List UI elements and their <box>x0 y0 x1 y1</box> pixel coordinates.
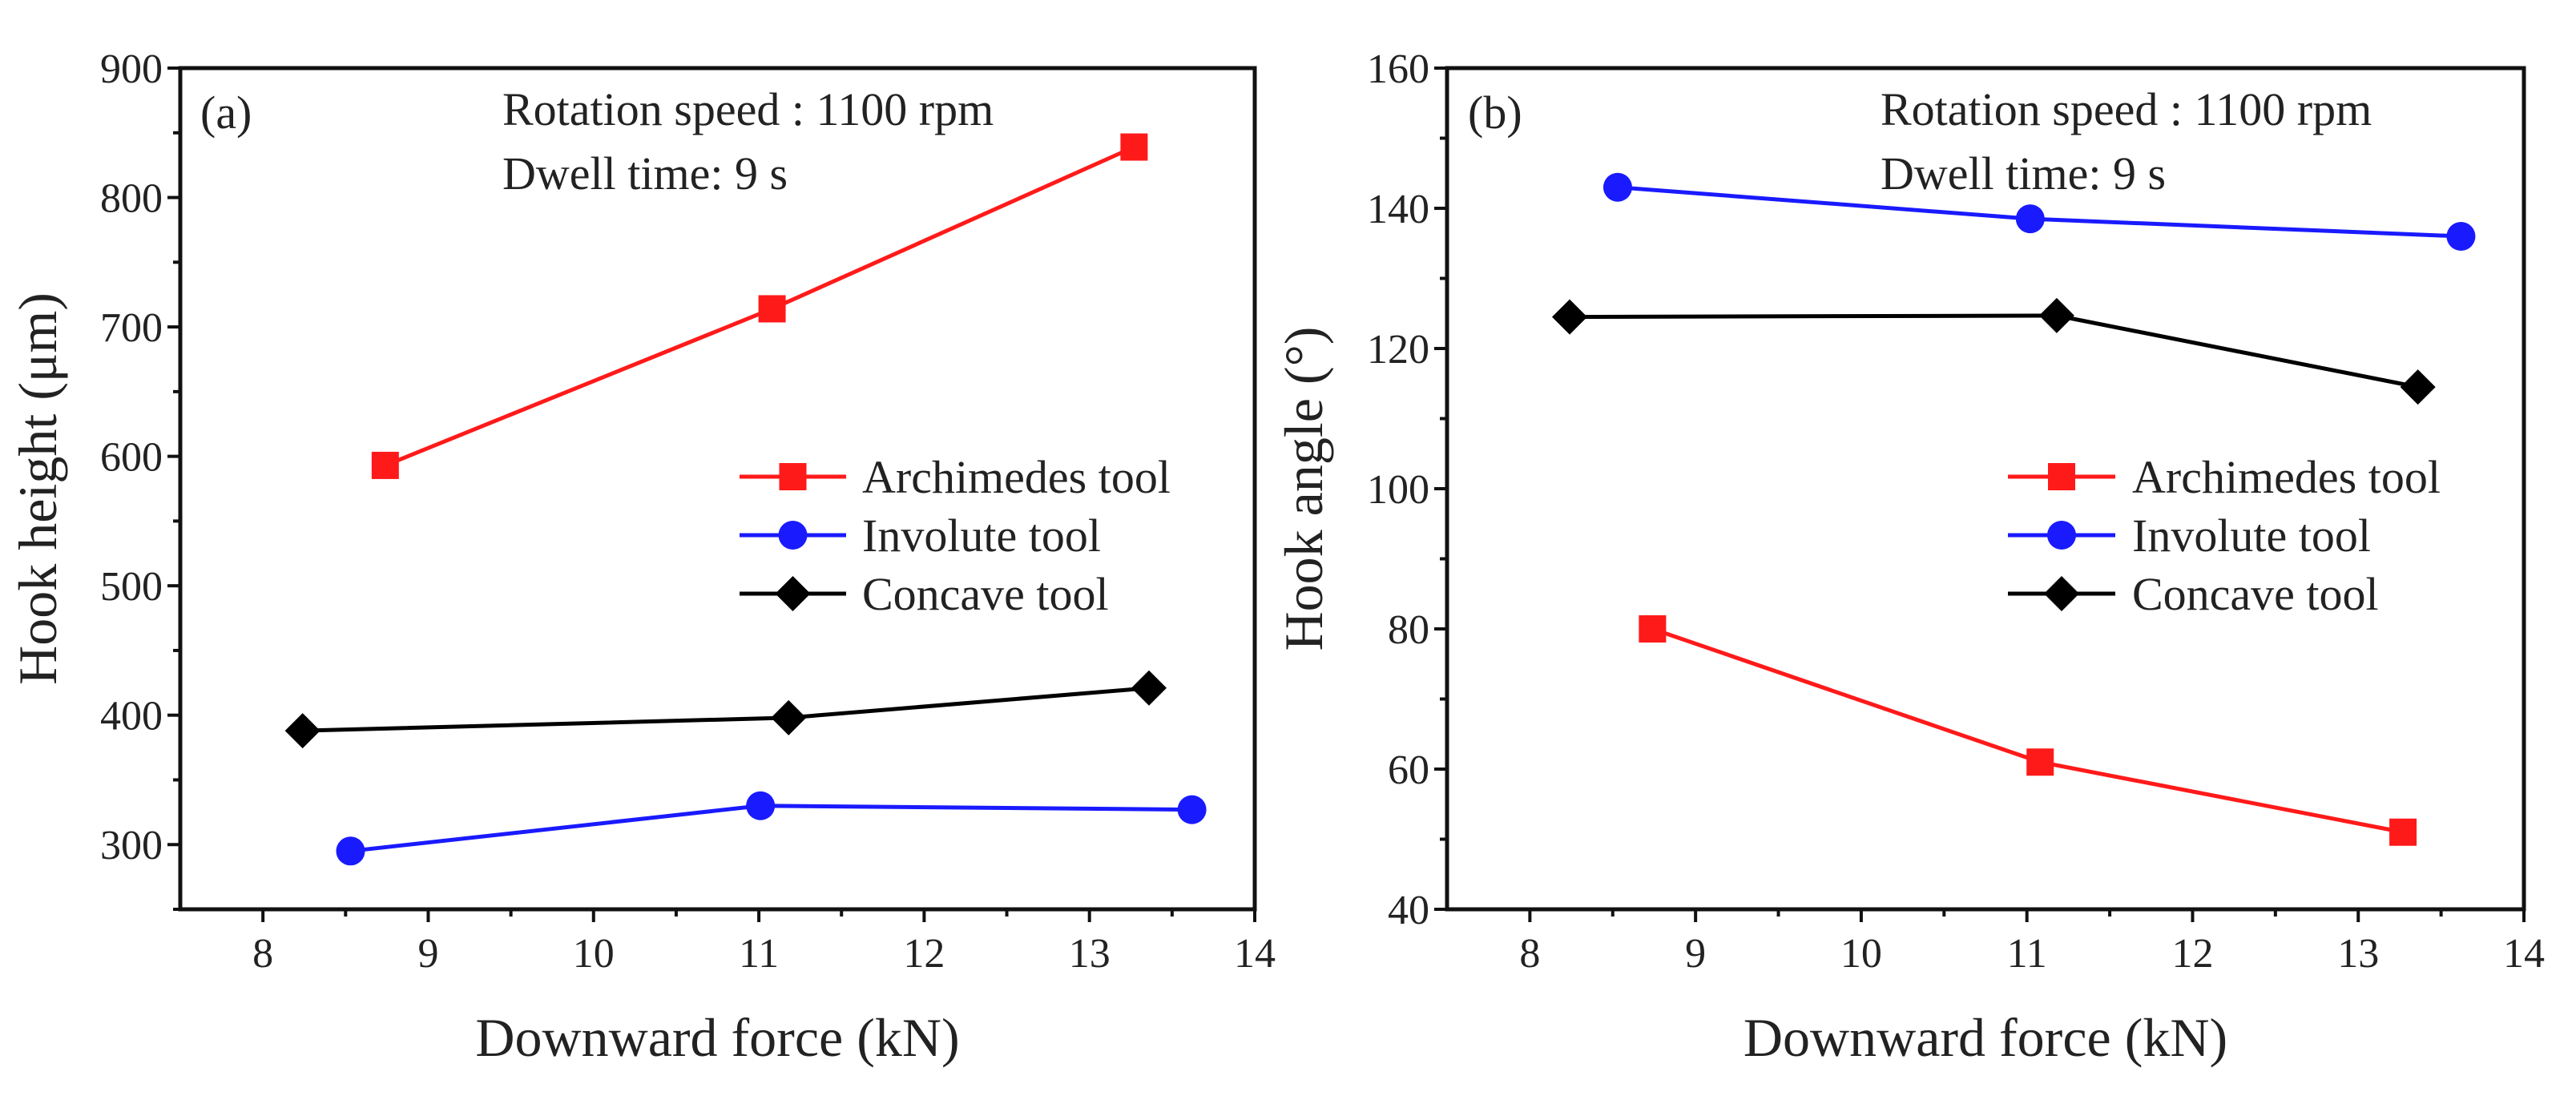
data-point <box>1177 795 1207 824</box>
legend-marker <box>2047 521 2076 550</box>
data-point <box>746 791 776 820</box>
data-point <box>2038 297 2074 333</box>
series-archimedes-tool <box>371 133 1148 479</box>
x-tick-label: 9 <box>417 931 438 977</box>
panel-label: (b) <box>1468 87 1522 139</box>
x-tick-label: 13 <box>2337 931 2379 977</box>
legend-marker <box>778 521 808 550</box>
data-point <box>758 295 786 323</box>
chart-panel-a: 8 9 10 11 12 13 14 300 400 500 600 700 800 900 Downwar… <box>7 46 1276 1068</box>
data-point <box>2026 748 2054 776</box>
data-point <box>284 713 320 749</box>
x-tick-label: 14 <box>2503 931 2545 977</box>
y-tick-label: 700 <box>100 305 163 351</box>
x-axis-label: Downward force (kN) <box>1744 1007 2227 1068</box>
series-line <box>1651 626 2404 835</box>
series-archimedes-tool <box>1639 615 2417 846</box>
x-tick-label: 14 <box>1234 931 1276 977</box>
legend-label: Archimedes tool <box>2132 451 2441 503</box>
y-axis-label: Hook angle (°) <box>1273 327 1334 651</box>
series-line <box>1570 313 2419 389</box>
y-tick-label: 800 <box>100 176 163 222</box>
data-point <box>1639 615 1667 643</box>
legend-marker <box>2048 463 2075 490</box>
y-tick-label: 60 <box>1388 747 1429 793</box>
series-line <box>302 686 1150 733</box>
data-point <box>2400 369 2436 405</box>
legend-label: Involute tool <box>2132 510 2371 562</box>
data-point <box>771 699 807 735</box>
series-concave-tool <box>284 670 1167 749</box>
condition-annotation: Dwell time: 9 s <box>1881 147 2166 199</box>
panel-label: (a) <box>200 87 252 139</box>
legend-label: Concave tool <box>2132 568 2379 620</box>
legend-label: Involute tool <box>862 510 1101 562</box>
x-tick-label: 9 <box>1685 931 1706 977</box>
data-point <box>2389 818 2417 846</box>
y-tick-label: 900 <box>100 46 163 92</box>
y-tick-label: 80 <box>1388 607 1429 653</box>
chart-panel-b: 8 9 10 11 12 13 14 40 60 80 100 120 140 160 Downward f… <box>1273 46 2545 1068</box>
y-tick-label: 600 <box>100 435 163 481</box>
y-tick-label: 120 <box>1367 327 1429 373</box>
x-tick-label: 12 <box>2171 931 2213 977</box>
data-point <box>1552 299 1588 335</box>
legend-label: Concave tool <box>862 568 1109 620</box>
x-tick-label: 12 <box>903 931 945 977</box>
x-axis-label: Downward force (kN) <box>475 1007 959 1068</box>
y-axis-label: Hook height (μm) <box>7 292 68 685</box>
x-tick-label: 10 <box>1840 931 1882 977</box>
y-tick-label: 140 <box>1367 187 1429 232</box>
data-point <box>1120 133 1148 161</box>
data-point <box>2446 222 2476 251</box>
condition-annotation: Rotation speed : 1100 rpm <box>1881 83 2372 135</box>
y-tick-label: 100 <box>1367 467 1429 513</box>
data-point <box>2015 204 2045 234</box>
series-involute-tool <box>336 791 1207 866</box>
plot-frame <box>178 66 1257 912</box>
x-tick-label: 8 <box>252 931 273 977</box>
data-point <box>371 451 399 479</box>
legend-marker <box>2044 576 2079 611</box>
y-tick-label: 400 <box>100 694 163 739</box>
x-tick-label: 13 <box>1069 931 1111 977</box>
y-tick-label: 40 <box>1388 888 1429 933</box>
legend-marker <box>779 463 807 490</box>
x-tick-label: 11 <box>2007 931 2047 977</box>
x-tick-label: 10 <box>573 931 615 977</box>
legend-marker <box>775 576 811 611</box>
x-tick-label: 8 <box>1519 931 1540 977</box>
legend-label: Archimedes tool <box>862 451 1171 503</box>
condition-annotation: Rotation speed : 1100 rpm <box>502 83 994 135</box>
condition-annotation: Dwell time: 9 s <box>502 147 788 199</box>
series-involute-tool <box>1602 172 2476 251</box>
x-tick-label: 11 <box>739 931 779 977</box>
y-tick-label: 300 <box>100 823 163 868</box>
data-point <box>1131 670 1167 706</box>
series-concave-tool <box>1552 297 2436 405</box>
data-point <box>336 836 365 866</box>
data-point <box>1602 172 1632 202</box>
y-tick-label: 500 <box>100 564 163 610</box>
y-tick-label: 160 <box>1367 46 1429 92</box>
